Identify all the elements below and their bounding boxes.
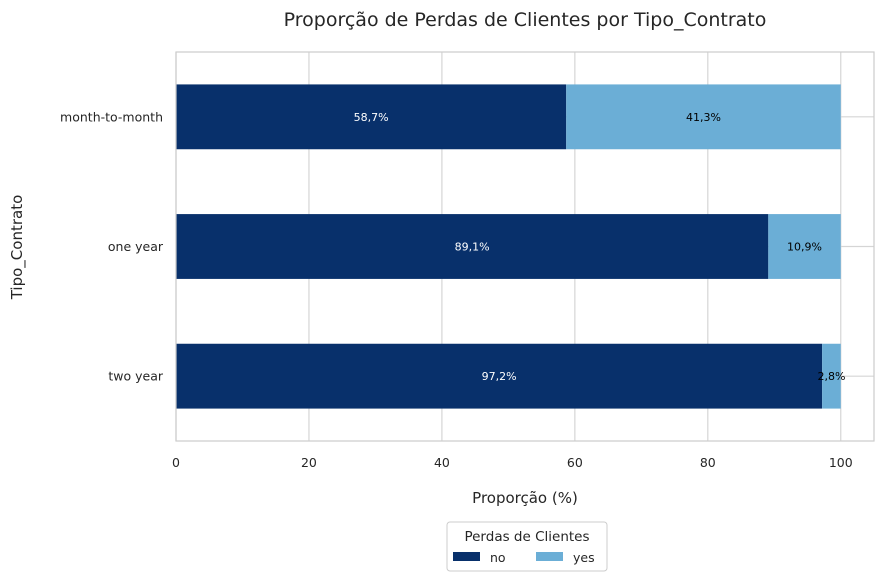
legend-label-yes: yes: [573, 550, 595, 565]
bar-no: [176, 84, 567, 150]
plot-frame: [175, 51, 875, 442]
bar-no: [176, 214, 769, 279]
x-axis-ticks: 0 20 40 60 80 100: [172, 455, 853, 470]
bar-label-no: 89,1%: [455, 241, 490, 254]
x-tick-label: 100: [829, 455, 853, 470]
legend-frame: [446, 521, 608, 572]
x-tick-label: 0: [172, 455, 180, 470]
y-tick-label: month-to-month: [60, 109, 163, 124]
y-tick-label: one year: [108, 239, 164, 254]
legend-title: Perdas de Clientes: [464, 529, 589, 545]
legend-items: no yes: [453, 550, 595, 565]
legend-label-no: no: [490, 550, 506, 565]
bar-label-no: 97,2%: [482, 370, 517, 383]
bar-label-yes: 2,8%: [817, 370, 845, 383]
bar-no: [176, 343, 823, 409]
x-tick-label: 40: [434, 455, 450, 470]
bar-label-yes: 41,3%: [686, 111, 721, 124]
y-axis-label: Tipo_Contrato: [8, 195, 27, 301]
x-tick-label: 60: [567, 455, 583, 470]
x-tick-label: 80: [700, 455, 716, 470]
bar-labels: 58,7% 41,3% 89,1% 10,9% 97,2% 2,8%: [354, 111, 846, 383]
legend: Perdas de Clientes no yes: [446, 521, 608, 572]
bar-yes: [822, 343, 841, 409]
bar-label-yes: 10,9%: [787, 241, 822, 254]
legend-swatch-yes: [536, 552, 563, 561]
bars: [176, 84, 841, 409]
chart-title: Proporção de Perdas de Clientes por Tipo…: [284, 9, 767, 31]
y-tick-label: two year: [108, 369, 163, 384]
bar-yes: [768, 214, 841, 279]
legend-swatch-no: [453, 552, 480, 561]
bar-yes: [566, 84, 841, 150]
x-axis-label: Proporção (%): [472, 489, 578, 507]
y-axis-ticks: month-to-month one year two year: [60, 109, 164, 383]
x-tick-label: 20: [301, 455, 317, 470]
bar-label-no: 58,7%: [354, 111, 389, 124]
